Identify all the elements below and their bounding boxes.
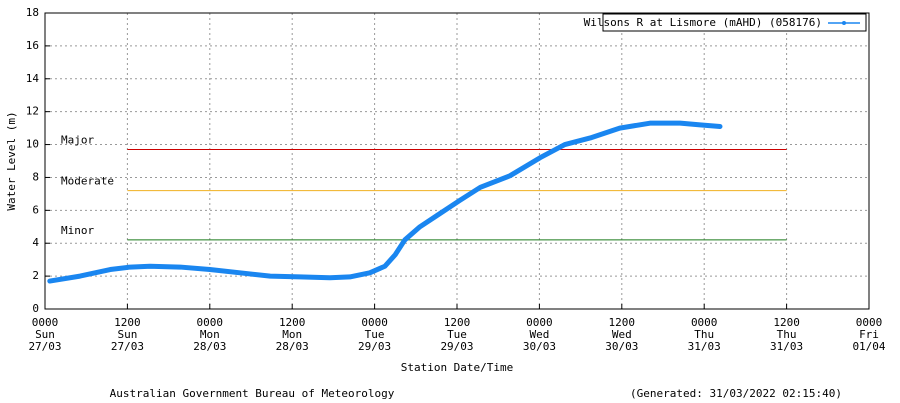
x-tick-label: 0000 (691, 316, 718, 329)
x-tick-label: 31/03 (770, 340, 803, 353)
x-tick-label: 01/04 (852, 340, 885, 353)
plot-frame (44, 12, 870, 310)
threshold-label: Moderate (61, 175, 114, 188)
y-tick-label: 2 (32, 269, 39, 282)
x-tick-label: Mon (282, 328, 302, 341)
x-tick-label: Fri (859, 328, 879, 341)
legend-marker (842, 21, 846, 25)
x-tick-label: Sun (35, 328, 55, 341)
x-tick-label: 29/03 (358, 340, 391, 353)
y-tick-label: 8 (32, 170, 39, 183)
x-tick-label: 1200 (773, 316, 800, 329)
footer-left: Australian Government Bureau of Meteorol… (110, 387, 395, 400)
threshold-label: Major (61, 133, 94, 146)
y-tick-label: 12 (26, 105, 39, 118)
x-tick-label: 1200 (114, 316, 141, 329)
threshold-label: Minor (61, 224, 94, 237)
x-tick-label: 0000 (32, 316, 59, 329)
x-tick-label: Mon (200, 328, 220, 341)
x-tick-label: 1200 (444, 316, 471, 329)
x-tick-label: 30/03 (605, 340, 638, 353)
x-tick-label: Wed (612, 328, 632, 341)
x-tick-label: Wed (529, 328, 549, 341)
x-tick-label: 28/03 (276, 340, 309, 353)
y-tick-label: 14 (26, 72, 40, 85)
x-tick-label: 28/03 (193, 340, 226, 353)
x-tick-label: Thu (777, 328, 797, 341)
x-tick-label: 0000 (197, 316, 224, 329)
x-tick-label: 27/03 (28, 340, 61, 353)
x-tick-label: Tue (365, 328, 385, 341)
y-tick-label: 16 (26, 39, 39, 52)
series-line (47, 120, 723, 284)
x-tick-label: 30/03 (523, 340, 556, 353)
y-tick-label: 4 (32, 236, 39, 249)
x-axis-label: Station Date/Time (401, 361, 514, 374)
footer-right: (Generated: 31/03/2022 02:15:40) (630, 387, 842, 400)
x-tick-label: 31/03 (688, 340, 721, 353)
x-tick-label: 0000 (361, 316, 388, 329)
legend-label: Wilsons R at Lismore (mAHD) (058176) (584, 16, 822, 29)
x-tick-label: Thu (694, 328, 714, 341)
x-tick-label: 1200 (609, 316, 636, 329)
y-tick-label: 0 (32, 302, 39, 315)
x-tick-label: Tue (447, 328, 467, 341)
legend-box (602, 13, 867, 32)
y-tick-label: 10 (26, 138, 39, 151)
x-tick-label: 1200 (279, 316, 306, 329)
x-tick-label: 0000 (526, 316, 553, 329)
x-tick-label: Sun (117, 328, 137, 341)
y-tick-label: 6 (32, 203, 39, 216)
x-tick-label: 29/03 (440, 340, 473, 353)
y-axis-label: Water Level (m) (5, 111, 18, 210)
x-tick-label: 27/03 (111, 340, 144, 353)
y-tick-label: 18 (26, 6, 39, 19)
x-tick-label: 0000 (856, 316, 883, 329)
